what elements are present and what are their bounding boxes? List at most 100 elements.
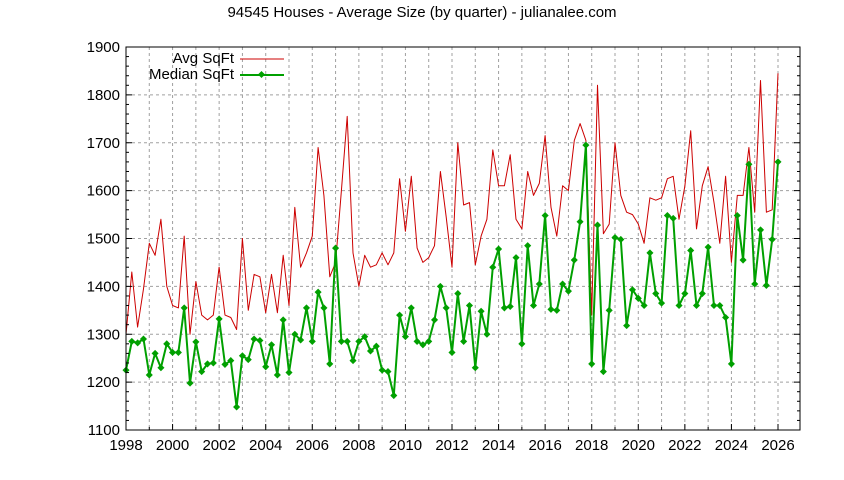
y-tick-label: 1900	[87, 39, 120, 56]
data-point-marker	[640, 301, 648, 310]
data-point-marker	[174, 348, 182, 356]
x-tick-label: 2006	[296, 437, 329, 454]
data-point-marker	[710, 301, 718, 310]
data-point-marker	[471, 364, 479, 372]
data-point-marker	[465, 301, 473, 310]
data-point-marker	[495, 245, 503, 253]
data-point-marker	[180, 304, 188, 312]
data-point-marker	[332, 244, 340, 252]
data-point-marker	[675, 301, 683, 310]
data-point-marker	[774, 158, 782, 166]
data-point-marker	[762, 281, 770, 289]
data-point-marker	[652, 290, 660, 298]
data-point-marker	[436, 282, 444, 290]
data-point-marker	[326, 360, 334, 368]
legend-marker-median	[257, 70, 266, 79]
data-point-marker	[297, 336, 305, 344]
y-tick-label: 1300	[87, 326, 120, 343]
data-point-marker	[151, 349, 159, 357]
data-point-marker	[413, 337, 421, 345]
data-point-marker	[541, 211, 549, 220]
data-point-marker	[489, 263, 497, 271]
y-tick-label: 1600	[87, 183, 120, 200]
data-point-marker	[320, 304, 328, 312]
series-median-sqft	[122, 141, 782, 411]
data-point-marker	[378, 366, 386, 374]
data-point-marker	[244, 356, 252, 364]
data-point-marker	[512, 254, 520, 262]
data-point-marker	[163, 340, 171, 348]
data-point-marker	[425, 337, 433, 345]
data-point-marker	[221, 360, 229, 368]
series-avg-sqft	[125, 73, 779, 335]
data-point-marker	[302, 304, 310, 312]
data-point-marker	[355, 337, 363, 345]
legend-label-avg: Avg SqFt	[173, 50, 235, 67]
data-point-marker	[448, 348, 456, 356]
x-tick-label: 2012	[435, 437, 468, 454]
data-point-marker	[739, 256, 747, 264]
data-point-marker	[634, 294, 642, 302]
data-point-marker	[203, 360, 212, 368]
data-point-marker	[477, 307, 485, 315]
data-point-marker	[733, 211, 741, 220]
data-point-marker	[605, 306, 613, 314]
x-tick-label: 2024	[715, 437, 748, 454]
data-point-marker	[128, 337, 136, 345]
data-point-marker	[518, 340, 526, 348]
data-point-marker	[291, 330, 299, 338]
data-point-marker	[727, 360, 735, 368]
data-point-marker	[751, 280, 759, 288]
data-point-marker	[431, 316, 439, 324]
data-point-marker	[698, 290, 706, 298]
data-point-marker	[454, 290, 462, 298]
data-point-marker	[233, 403, 241, 411]
data-point-marker	[314, 288, 322, 296]
x-tick-label: 2014	[482, 437, 515, 454]
x-tick-label: 2010	[389, 437, 422, 454]
legend: Avg SqFt Median SqFt	[149, 50, 284, 83]
data-point-marker	[268, 341, 276, 349]
series-line	[125, 73, 779, 335]
data-point-marker	[366, 347, 375, 355]
data-point-marker	[483, 330, 491, 338]
data-point-marker	[524, 242, 532, 250]
data-point-marker	[186, 379, 194, 387]
data-point-marker	[337, 337, 345, 345]
data-point-marker	[209, 359, 217, 367]
data-point-marker	[588, 360, 596, 368]
x-tick-label: 1998	[109, 437, 142, 454]
data-point-marker	[594, 221, 602, 229]
data-point-marker	[559, 280, 567, 288]
data-point-marker	[285, 369, 293, 377]
data-point-marker	[390, 391, 398, 400]
data-point-marker	[419, 341, 427, 349]
data-point-marker	[262, 363, 270, 371]
data-point-marker	[704, 243, 712, 251]
data-point-marker	[692, 301, 701, 310]
axis-ticks	[125, 46, 800, 431]
y-tick-label: 1400	[87, 278, 120, 295]
data-point-marker	[617, 235, 625, 243]
data-point-marker	[547, 305, 555, 313]
data-point-marker	[192, 338, 200, 346]
data-point-marker	[273, 371, 281, 379]
x-tick-label: 2004	[249, 437, 282, 454]
x-tick-label: 2002	[202, 437, 235, 454]
data-point-marker	[757, 226, 765, 234]
data-point-marker	[372, 342, 380, 350]
data-point-marker	[384, 368, 392, 376]
data-point-marker	[553, 306, 561, 314]
data-point-marker	[628, 286, 636, 294]
x-tick-label: 2026	[761, 437, 794, 454]
x-tick-label: 2016	[528, 437, 561, 454]
data-point-marker	[215, 315, 223, 323]
data-point-marker	[401, 333, 409, 341]
x-tick-label: 2018	[575, 437, 608, 454]
data-point-marker	[157, 364, 165, 372]
data-point-marker	[535, 280, 543, 288]
data-point-marker	[279, 316, 287, 324]
data-point-marker	[623, 322, 631, 330]
data-point-marker	[768, 235, 776, 243]
data-point-marker	[145, 371, 153, 379]
